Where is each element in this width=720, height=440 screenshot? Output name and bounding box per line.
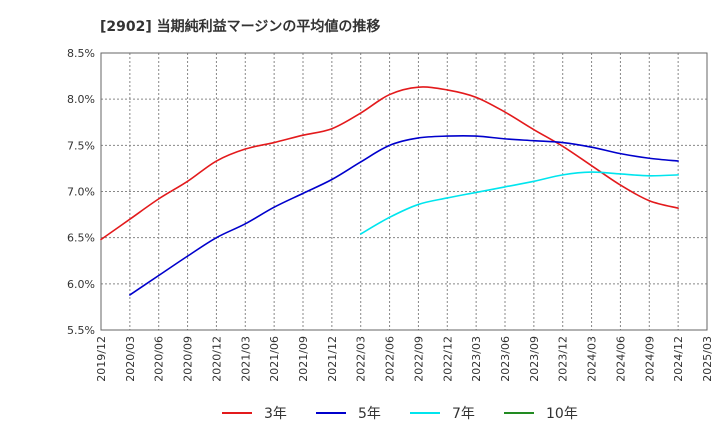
series-lines xyxy=(100,86,679,296)
legend-label: 3年 xyxy=(264,406,287,422)
y-tick-label: 6.5% xyxy=(67,232,95,245)
series-line-7年 xyxy=(359,171,679,235)
x-tick-label: 2023/03 xyxy=(470,336,483,382)
y-tick-label: 5.5% xyxy=(67,324,95,337)
y-tick-label: 6.0% xyxy=(67,278,95,291)
y-tick-label: 8.0% xyxy=(67,93,95,106)
y-tick-label: 7.5% xyxy=(67,139,95,152)
x-tick-label: 2023/12 xyxy=(557,336,570,382)
legend-label: 7年 xyxy=(452,406,475,422)
y-axis-ticks: 5.5% 6.0% 6.5% 7.0% 7.5% 8.0% 8.5% xyxy=(67,47,95,337)
chart-title: [2902] 当期純利益マージンの平均値の推移 xyxy=(100,18,380,35)
x-tick-label: 2023/06 xyxy=(499,336,512,382)
x-tick-label: 2021/09 xyxy=(297,336,310,382)
legend: 3年 5年 7年 10年 xyxy=(222,406,578,422)
x-tick-label: 2020/09 xyxy=(182,336,195,382)
series-line-3年 xyxy=(100,86,679,241)
x-axis-ticks: 2019/12 2020/03 2020/06 2020/09 2020/12 2021/… xyxy=(95,336,714,382)
plot-area-frame xyxy=(100,52,708,331)
legend-label: 5年 xyxy=(358,406,381,422)
legend-label: 10年 xyxy=(546,406,578,422)
x-tick-label: 2025/03 xyxy=(701,336,714,382)
x-tick-label: 2022/03 xyxy=(355,336,368,382)
x-tick-label: 2020/06 xyxy=(153,336,166,382)
x-tick-label: 2021/06 xyxy=(268,336,281,382)
x-tick-label: 2021/03 xyxy=(239,336,252,382)
x-tick-label: 2020/03 xyxy=(124,336,137,382)
x-tick-label: 2022/06 xyxy=(384,336,397,382)
x-tick-label: 2022/12 xyxy=(441,336,454,382)
x-tick-label: 2024/03 xyxy=(586,336,599,382)
x-tick-label: 2024/06 xyxy=(614,336,627,382)
grid-lines xyxy=(100,52,708,331)
x-tick-label: 2024/12 xyxy=(672,336,685,382)
y-tick-label: 8.5% xyxy=(67,47,95,60)
x-tick-label: 2022/09 xyxy=(412,336,425,382)
x-tick-label: 2020/12 xyxy=(210,336,223,382)
x-tick-label: 2021/12 xyxy=(326,336,339,382)
x-tick-label: 2023/09 xyxy=(528,336,541,382)
series-line-5年 xyxy=(129,135,679,296)
x-tick-label: 2024/09 xyxy=(643,336,656,382)
y-tick-label: 7.0% xyxy=(67,186,95,199)
x-tick-label: 2019/12 xyxy=(95,336,108,382)
